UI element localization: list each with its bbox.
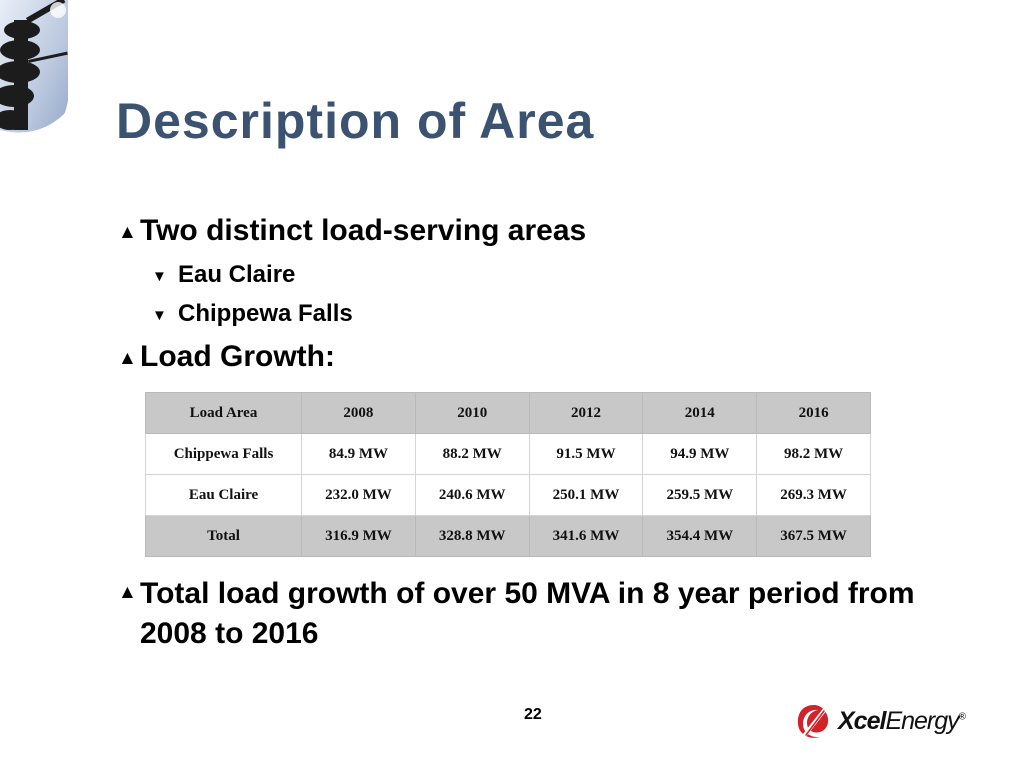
- bullet-triangle-down-icon: ▼: [152, 307, 167, 324]
- table-header-cell: 2014: [642, 392, 758, 434]
- insulator-photo: [0, 0, 80, 160]
- table-cell: Total: [145, 515, 302, 557]
- table-cell: 341.6 MW: [528, 515, 644, 557]
- xcel-swirl-icon: [797, 705, 829, 738]
- sub-bullet-text: Eau Claire: [178, 261, 296, 288]
- bullet-triangle-up-icon: ▲: [118, 222, 137, 243]
- slide-title: Description of Area: [116, 93, 595, 149]
- table-row: Eau Claire 232.0 MW 240.6 MW 250.1 MW 25…: [145, 474, 871, 516]
- table-total-row: Total 316.9 MW 328.8 MW 341.6 MW 354.4 M…: [145, 515, 871, 557]
- logo-wordmark: XcelEnergy®: [838, 707, 966, 735]
- page-number: 22: [524, 706, 542, 723]
- table-cell: Eau Claire: [145, 474, 302, 516]
- table-cell: 367.5 MW: [756, 515, 871, 557]
- table-cell: 328.8 MW: [414, 515, 530, 557]
- table-cell: 91.5 MW: [528, 433, 644, 475]
- table-cell: 98.2 MW: [756, 433, 871, 475]
- table-cell: 84.9 MW: [301, 433, 416, 475]
- table-header-cell: Load Area: [145, 392, 302, 434]
- bullet-triangle-up-icon: ▲: [118, 582, 137, 603]
- table-cell: 250.1 MW: [528, 474, 644, 516]
- bullet-triangle-down-icon: ▼: [152, 268, 167, 285]
- bullet-text: Load Growth:: [140, 340, 335, 373]
- table-cell: 94.9 MW: [642, 433, 758, 475]
- table-header-cell: 2012: [528, 392, 644, 434]
- table-header-cell: 2008: [301, 392, 416, 434]
- table-cell: 259.5 MW: [642, 474, 758, 516]
- table-cell: 240.6 MW: [414, 474, 530, 516]
- table-header-row: Load Area 2008 2010 2012 2014 2016: [145, 392, 871, 434]
- bullet-text: Two distinct load-serving areas: [140, 214, 587, 247]
- sub-bullet-text: Chippewa Falls: [178, 300, 353, 327]
- table-row: Chippewa Falls 84.9 MW 88.2 MW 91.5 MW 9…: [145, 433, 871, 475]
- table-cell: 232.0 MW: [301, 474, 416, 516]
- xcel-energy-logo: XcelEnergy®: [794, 702, 974, 742]
- bullet-total-load-growth: Total load growth of over 50 MVA in 8 ye…: [140, 577, 915, 650]
- table-cell: Chippewa Falls: [145, 433, 302, 475]
- load-growth-table: Load Area 2008 2010 2012 2014 2016 Chipp…: [145, 392, 871, 557]
- table-cell: 269.3 MW: [756, 474, 871, 516]
- table-cell: 316.9 MW: [301, 515, 416, 557]
- bullet-triangle-up-icon: ▲: [118, 348, 137, 369]
- table-cell: 354.4 MW: [642, 515, 758, 557]
- table-header-cell: 2016: [756, 392, 871, 434]
- table-cell: 88.2 MW: [414, 433, 530, 475]
- table-header-cell: 2010: [414, 392, 530, 434]
